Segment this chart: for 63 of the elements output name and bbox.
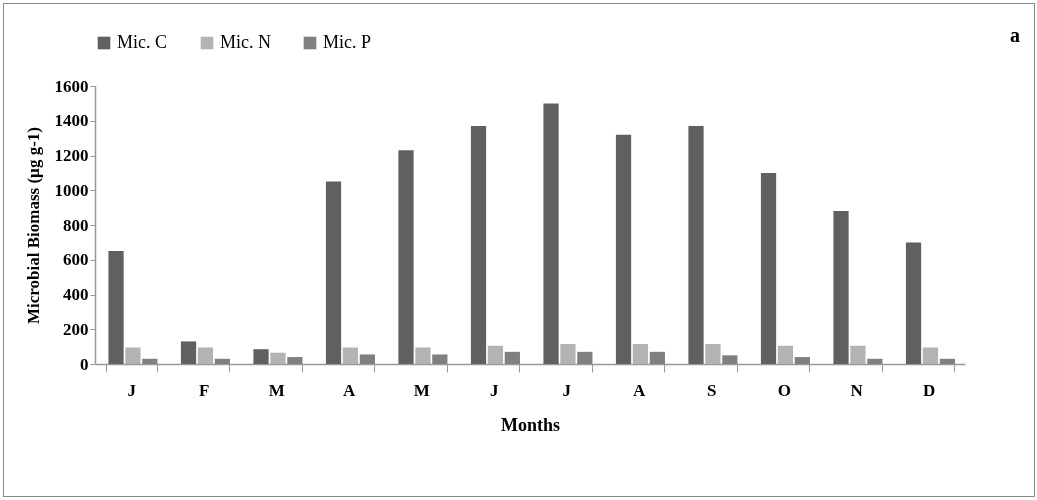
bar xyxy=(543,103,559,364)
bar xyxy=(760,172,777,364)
x-tick-label: M xyxy=(268,380,285,400)
x-tick-label: F xyxy=(199,380,210,400)
x-tick-label: J xyxy=(127,380,137,400)
bar xyxy=(398,150,414,364)
bar xyxy=(125,347,141,364)
y-tick-label: 200 xyxy=(63,319,89,339)
y-tick-label: 400 xyxy=(63,285,89,304)
x-tick-label: J xyxy=(562,380,572,400)
bar xyxy=(287,357,303,364)
legend-label: Mic. N xyxy=(220,32,271,52)
bar xyxy=(108,251,124,364)
bar xyxy=(359,354,375,364)
bar xyxy=(922,347,939,364)
x-tick-label: A xyxy=(633,380,647,400)
y-tick-label: 1000 xyxy=(54,180,89,200)
bar xyxy=(649,351,665,364)
y-tick-label: 1600 xyxy=(54,76,89,96)
bar xyxy=(833,211,849,364)
bar xyxy=(688,125,704,364)
bar xyxy=(487,345,504,364)
text: a xyxy=(1010,24,1020,47)
x-tick-label: N xyxy=(850,380,864,400)
bar xyxy=(142,358,158,364)
y-tick-label: 600 xyxy=(63,250,89,270)
bar xyxy=(270,352,286,364)
x-tick-label: J xyxy=(490,380,499,400)
bar xyxy=(470,125,487,364)
bar xyxy=(722,355,738,364)
bar xyxy=(504,351,520,364)
x-tick-label: O xyxy=(777,380,791,400)
bar xyxy=(867,358,883,364)
x-tick-label: D xyxy=(923,380,936,400)
bar xyxy=(253,349,269,364)
bar xyxy=(342,347,359,364)
bar xyxy=(850,345,866,364)
bar xyxy=(197,347,214,364)
x-axis-title: Months xyxy=(500,414,561,435)
x-tick-label: S xyxy=(707,380,717,400)
bar xyxy=(794,357,810,364)
bar xyxy=(777,345,794,364)
bar xyxy=(705,344,721,364)
bar xyxy=(560,344,576,364)
y-axis-title: Microbial Biomass (µg g-1) xyxy=(23,127,43,324)
bar xyxy=(577,351,593,364)
bar xyxy=(180,341,197,364)
bar xyxy=(432,354,448,364)
bar xyxy=(905,242,922,364)
y-tick-label: 800 xyxy=(63,215,89,235)
x-tick-label: M xyxy=(413,380,430,400)
bar xyxy=(325,181,342,364)
legend-label: Mic. C xyxy=(117,32,168,52)
y-tick-label: 0 xyxy=(80,354,89,374)
bar xyxy=(415,347,431,364)
bar xyxy=(939,358,955,364)
legend-label: Mic. P xyxy=(323,32,372,52)
x-tick-label: A xyxy=(343,380,357,400)
bar xyxy=(615,134,632,364)
y-tick-label: 1400 xyxy=(54,111,89,131)
y-tick-label: 1200 xyxy=(54,146,89,165)
bar xyxy=(214,358,230,364)
bar xyxy=(632,344,649,364)
